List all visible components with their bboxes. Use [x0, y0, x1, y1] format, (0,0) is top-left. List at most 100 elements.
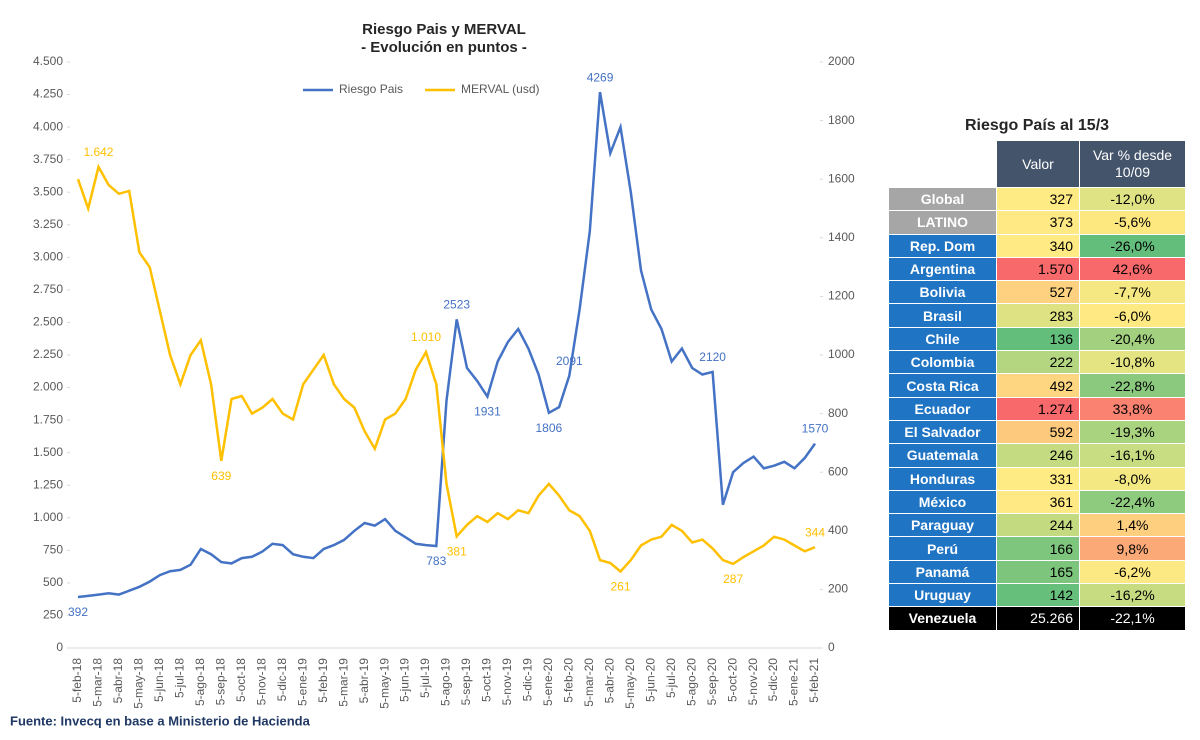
- x-tick-label: 5-may-19: [377, 658, 391, 709]
- cell-value: 527: [996, 280, 1080, 305]
- row: Guatemala 246 -16,1%: [888, 443, 1186, 468]
- y-tick-label: 1.750: [33, 412, 63, 426]
- cell-var: -6,2%: [1079, 559, 1186, 585]
- grid: Valor Var % desde 10/09 Global 327 -12,0% LAT…: [888, 140, 1186, 631]
- cell-name: Global: [888, 186, 997, 212]
- x-tick-label: 5-jun-19: [398, 658, 412, 702]
- x-tick-label: 5-ene-21: [787, 658, 801, 706]
- legend-label: MERVAL (usd): [461, 82, 539, 96]
- data-label: 2523: [443, 298, 470, 312]
- x-tick-label: 5-jul-18: [173, 658, 187, 698]
- x-tick-label: 5-feb-19: [316, 658, 330, 703]
- x-tick-label: 5-mar-18: [91, 658, 105, 707]
- x-tick-label: 5-dic-18: [275, 658, 289, 702]
- cell-value: 373: [996, 210, 1080, 235]
- data-label: 392: [68, 605, 88, 619]
- cell-var: 42,6%: [1079, 256, 1186, 282]
- x-tick-label: 5-nov-20: [746, 658, 760, 706]
- header-cell: Var % desde 10/09: [1079, 140, 1186, 188]
- cell-value: 1.570: [996, 256, 1080, 282]
- y2-tick-label: 0: [828, 640, 835, 654]
- cell-value: 142: [996, 583, 1080, 608]
- x-tick-label: 5-nov-18: [254, 658, 268, 706]
- row: Perú 166 9,8%: [888, 536, 1186, 561]
- y-tick-label: 3.750: [33, 152, 63, 166]
- x-tick-label: 5-feb-20: [562, 658, 576, 703]
- y-tick-label: 1.500: [33, 445, 63, 459]
- table: Riesgo País al 15/3 Valor Var % desde 10/…: [888, 112, 1186, 631]
- x-tick-label: 5-ago-18: [193, 658, 207, 706]
- cell-name: El Salvador: [888, 419, 997, 445]
- cell-value: 331: [996, 466, 1080, 491]
- cell-var: -7,7%: [1079, 280, 1186, 305]
- cell-var: -6,0%: [1079, 303, 1186, 328]
- x-tick-label: 5-mar-20: [582, 658, 596, 707]
- row: Panamá 165 -6,2%: [888, 559, 1186, 585]
- cell-value: 246: [996, 443, 1080, 468]
- y-tick-label: 750: [43, 543, 63, 557]
- row: Bolivia 527 -7,7%: [888, 280, 1186, 305]
- row: Paraguay 244 1,4%: [888, 513, 1186, 538]
- x-tick-label: 5-feb-21: [807, 658, 821, 703]
- cell-var: -22,4%: [1079, 489, 1186, 515]
- row: Brasil 283 -6,0%: [888, 303, 1186, 328]
- cell-name: Brasil: [888, 303, 997, 328]
- cell-var: -22,8%: [1079, 373, 1186, 398]
- cell-var: -19,3%: [1079, 419, 1186, 445]
- data-label: 381: [447, 545, 467, 559]
- row: LATINO 373 -5,6%: [888, 210, 1186, 235]
- x-tick-label: 5-mar-19: [336, 658, 350, 707]
- table-title: Riesgo País al 15/3: [964, 117, 1110, 134]
- cell-value: 244: [996, 513, 1080, 538]
- legend-label: Riesgo Pais: [339, 82, 403, 96]
- cell-name: Rep. Dom: [888, 233, 997, 258]
- cell-name: Argentina: [888, 256, 997, 282]
- y2-tick-label: 200: [828, 582, 848, 596]
- cell-value: 166: [996, 536, 1080, 561]
- x-tick-label: 5-sep-18: [213, 658, 227, 706]
- x-tick-label: 5-oct-18: [234, 658, 248, 702]
- x-tick-label: 5-nov-19: [500, 658, 514, 706]
- x-tick-label: 5-jul-20: [664, 658, 678, 698]
- cell-name: Bolivia: [888, 280, 997, 305]
- chart-subtitle: - Evolución en puntos -: [361, 39, 527, 56]
- x-tick-label: 5-jun-18: [152, 658, 166, 702]
- cell-name: Paraguay: [888, 513, 997, 538]
- y-tick-label: 1.250: [33, 477, 63, 491]
- x-tick-label: 5-dic-19: [521, 658, 535, 702]
- data-label: 1.642: [83, 145, 113, 159]
- cell-name: Ecuador: [888, 396, 997, 421]
- cell-name: Chile: [888, 326, 997, 352]
- data-label: 4269: [587, 70, 614, 84]
- data-label: 783: [426, 554, 446, 568]
- x-tick-label: 5-abr-19: [357, 658, 371, 704]
- row: Rep. Dom 340 -26,0%: [888, 233, 1186, 258]
- y2-tick-label: 1800: [828, 113, 855, 127]
- row: Global 327 -12,0%: [888, 186, 1186, 212]
- row: Honduras 331 -8,0%: [888, 466, 1186, 491]
- y2-tick-label: 1600: [828, 171, 855, 185]
- y-tick-label: 500: [43, 575, 63, 589]
- y2-tick-label: 600: [828, 464, 848, 478]
- cell-value: 592: [996, 419, 1080, 445]
- chart: Riesgo Pais y MERVAL - Evolución en punt…: [10, 21, 855, 728]
- cell-value: 136: [996, 326, 1080, 352]
- chart-title: Riesgo Pais y MERVAL: [362, 21, 526, 38]
- source: Fuente: Invecq en base a Ministerio de H…: [10, 713, 311, 728]
- cell-name: Costa Rica: [888, 373, 997, 398]
- y-tick-label: 2.500: [33, 315, 63, 329]
- cell-var: -20,4%: [1079, 326, 1186, 352]
- y-tick-label: 2.000: [33, 380, 63, 394]
- data-label: 261: [610, 580, 630, 594]
- data-label: 2091: [556, 354, 583, 368]
- row: México 361 -22,4%: [888, 489, 1186, 515]
- cell-name: Colombia: [888, 350, 997, 375]
- cell-value: 283: [996, 303, 1080, 328]
- x-tick-label: 5-ene-19: [295, 658, 309, 706]
- cell-var: -16,2%: [1079, 583, 1186, 608]
- cell-name: LATINO: [888, 210, 997, 235]
- x-tick-label: 5-ene-20: [541, 658, 555, 706]
- x-tick-label: 5-abr-20: [602, 658, 616, 704]
- x-tick-label: 5-jul-19: [418, 658, 432, 698]
